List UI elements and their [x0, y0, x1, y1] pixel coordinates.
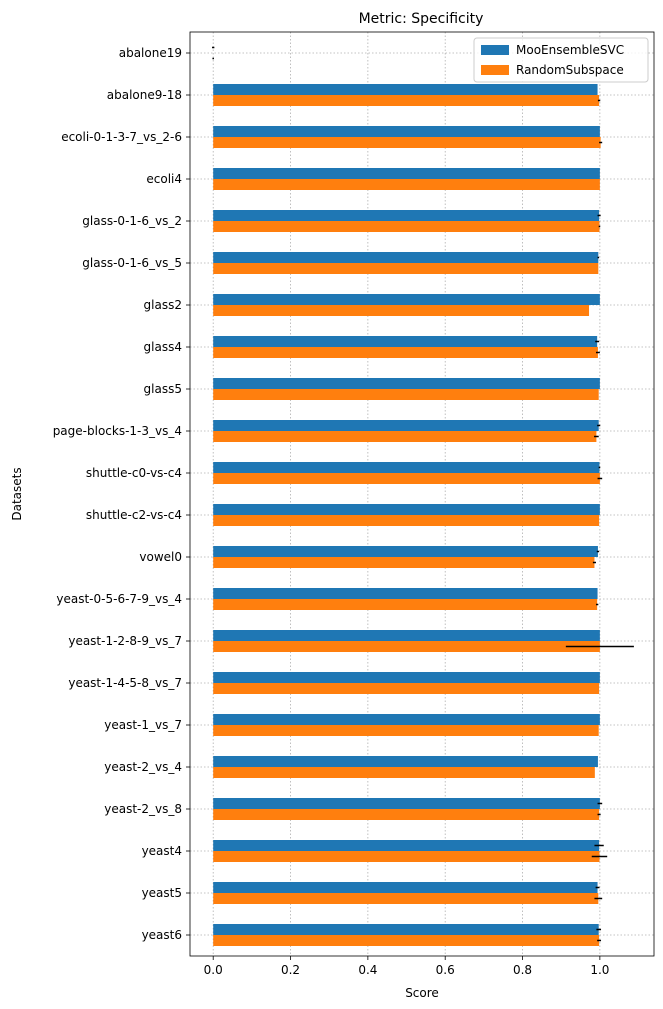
bar-randomsubspace	[213, 431, 597, 442]
plot-frame	[189, 31, 655, 957]
y-tick-label: yeast6	[142, 928, 182, 942]
bar-mooensemblesvc	[213, 504, 600, 515]
bar-mooensemblesvc	[213, 672, 600, 683]
y-tick-label: glass5	[144, 382, 182, 396]
bar-randomsubspace	[213, 557, 595, 568]
bar-randomsubspace	[213, 137, 601, 148]
bar-mooensemblesvc	[213, 168, 600, 179]
bar-randomsubspace	[213, 599, 598, 610]
bar-randomsubspace	[213, 389, 599, 400]
x-tick-label: 0.8	[513, 963, 532, 977]
y-tick-label: page-blocks-1-3_vs_4	[53, 424, 182, 438]
y-tick-label: abalone19	[119, 46, 182, 60]
legend-swatch	[481, 65, 509, 75]
bar-mooensemblesvc	[213, 462, 600, 473]
x-tick-label: 0.4	[358, 963, 377, 977]
bar-mooensemblesvc	[213, 882, 598, 893]
bar-randomsubspace	[213, 95, 600, 106]
y-tick-label: shuttle-c2-vs-c4	[86, 508, 182, 522]
bar-mooensemblesvc	[213, 294, 600, 305]
bar-mooensemblesvc	[213, 798, 600, 809]
x-tick-label: 0.0	[204, 963, 223, 977]
bar-randomsubspace	[213, 263, 599, 274]
bar-mooensemblesvc	[213, 126, 600, 137]
bar-randomsubspace	[213, 851, 600, 862]
bar-mooensemblesvc	[213, 840, 600, 851]
bar-randomsubspace	[213, 893, 599, 904]
bar-mooensemblesvc	[213, 84, 598, 95]
x-tick-label: 0.6	[436, 963, 455, 977]
bar-mooensemblesvc	[213, 336, 598, 347]
y-tick-label: shuttle-c0-vs-c4	[86, 466, 182, 480]
bar-mooensemblesvc	[213, 252, 599, 263]
bar-mooensemblesvc	[213, 546, 598, 557]
bar-mooensemblesvc	[213, 630, 600, 641]
y-tick-label: yeast-1-4-5-8_vs_7	[68, 676, 182, 690]
bar-mooensemblesvc	[213, 756, 598, 767]
chart-title: Metric: Specificity	[359, 11, 484, 27]
bar-randomsubspace	[213, 347, 598, 358]
y-tick-label: ecoli-0-1-3-7_vs_2-6	[61, 130, 182, 144]
bar-mooensemblesvc	[213, 210, 600, 221]
bar-randomsubspace	[213, 641, 600, 652]
y-tick-label: vowel0	[139, 550, 182, 564]
bar-randomsubspace	[213, 809, 600, 820]
y-axis-ticks: abalone19 abalone9-18 ecoli-0-1-3-7_vs_2-6…	[53, 46, 190, 942]
y-tick-label: yeast-2_vs_4	[104, 760, 182, 774]
y-tick-label: ecoli4	[146, 172, 182, 186]
bar-mooensemblesvc	[213, 924, 599, 935]
y-tick-label: abalone9-18	[107, 88, 182, 102]
bar-randomsubspace	[213, 767, 595, 778]
y-tick-label: yeast-0-5-6-7-9_vs_4	[56, 592, 182, 606]
bar-randomsubspace	[213, 179, 600, 190]
bar-randomsubspace	[213, 305, 590, 316]
y-tick-label: yeast-1-2-8-9_vs_7	[68, 634, 182, 648]
legend: MooEnsembleSVC RandomSubspace	[473, 37, 649, 83]
bar-randomsubspace	[213, 515, 600, 526]
bars	[213, 84, 601, 946]
bar-mooensemblesvc	[213, 588, 598, 599]
x-axis-label: Score	[405, 986, 439, 1000]
bar-mooensemblesvc	[213, 714, 600, 725]
x-tick-label: 0.2	[281, 963, 300, 977]
error-bars	[212, 46, 634, 942]
y-tick-label: glass-0-1-6_vs_2	[82, 214, 182, 228]
y-tick-label: glass-0-1-6_vs_5	[82, 256, 182, 270]
y-tick-label: yeast5	[142, 886, 182, 900]
x-tick-label: 1.0	[590, 963, 609, 977]
y-tick-label: glass4	[144, 340, 182, 354]
y-tick-label: yeast-1_vs_7	[104, 718, 182, 732]
y-axis-label: Datasets	[10, 467, 24, 520]
bar-randomsubspace	[213, 473, 600, 484]
bar-randomsubspace	[213, 725, 599, 736]
bar-mooensemblesvc	[213, 378, 600, 389]
y-tick-label: glass2	[144, 298, 182, 312]
legend-swatch	[481, 45, 509, 55]
x-axis-ticks: 0.0 0.2 0.4 0.6 0.8 1.0	[204, 956, 609, 977]
bar-randomsubspace	[213, 935, 600, 946]
y-tick-label: yeast4	[142, 844, 182, 858]
legend-label: RandomSubspace	[516, 63, 624, 77]
bar-randomsubspace	[213, 683, 600, 694]
legend-label: MooEnsembleSVC	[516, 43, 624, 57]
bar-randomsubspace	[213, 221, 600, 232]
y-tick-label: yeast-2_vs_8	[104, 802, 182, 816]
bar-mooensemblesvc	[213, 420, 599, 431]
legend-box	[473, 37, 649, 83]
